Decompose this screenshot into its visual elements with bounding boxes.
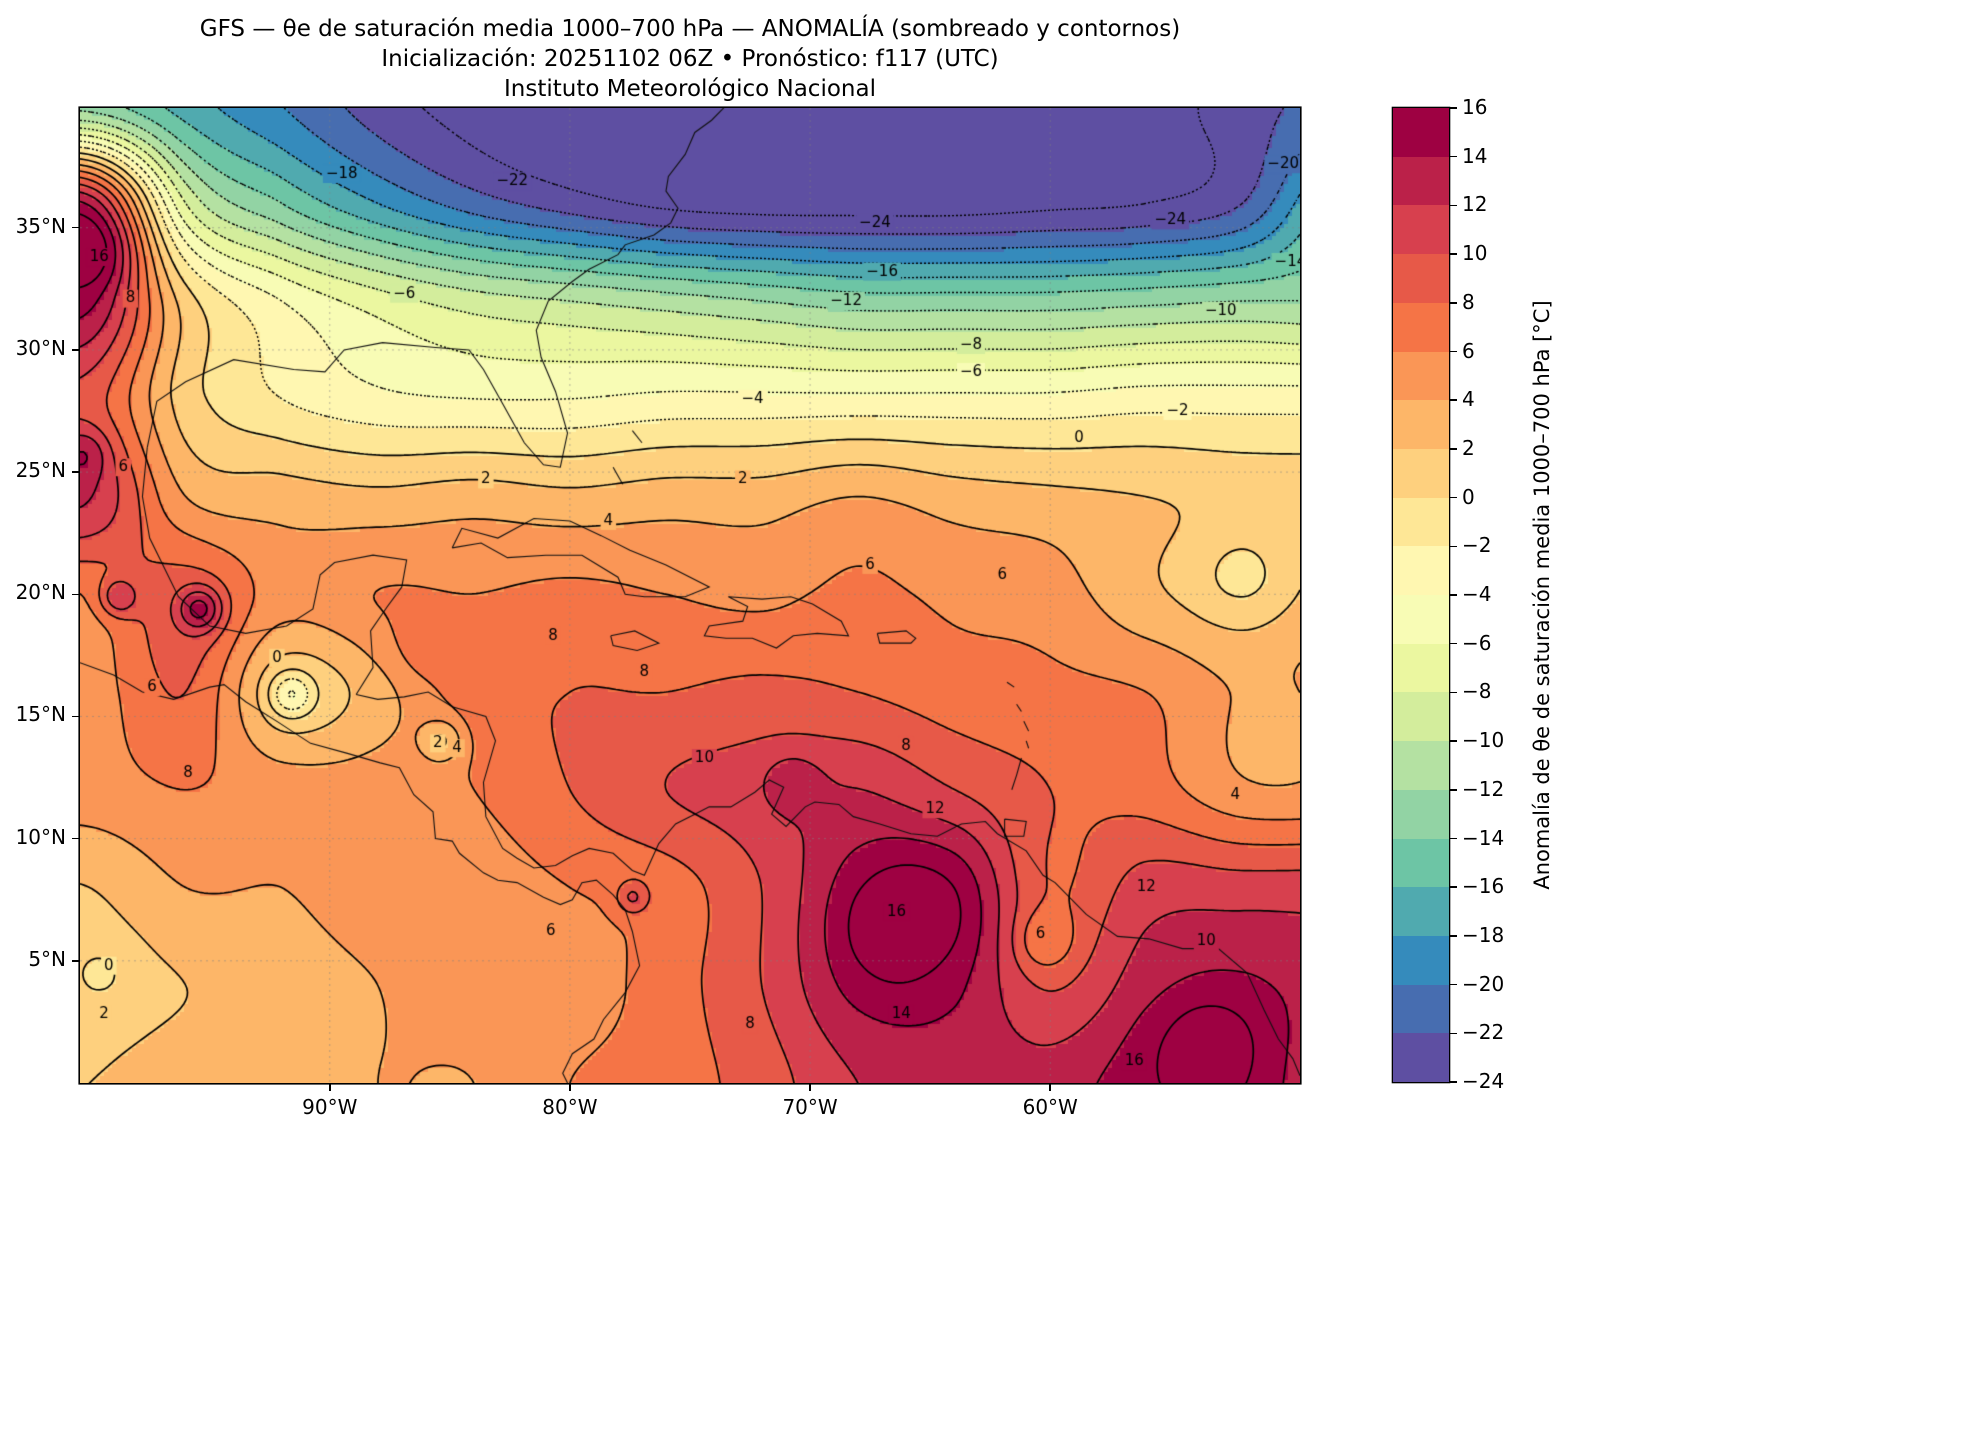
colorbar-band — [1393, 448, 1449, 498]
colorbar-band — [1393, 887, 1449, 936]
colorbar-tick-mark — [1450, 107, 1457, 109]
colorbar-tick-mark — [1450, 448, 1457, 450]
colorbar-tick-mark — [1450, 935, 1457, 937]
colorbar-band — [1393, 497, 1449, 547]
colorbar-band — [1393, 789, 1449, 839]
figure-subtitle: Inicialización: 20251102 06Z • Pronóstic… — [381, 46, 999, 72]
colorbar-band — [1393, 254, 1449, 303]
colorbar — [1393, 108, 1449, 1083]
colorbar-band — [1393, 400, 1449, 449]
colorbar-band — [1393, 595, 1449, 644]
lat-tick-mark — [72, 349, 79, 351]
colorbar-tick-mark — [1450, 983, 1457, 986]
colorbar-tick-label: −18 — [1462, 922, 1505, 947]
lat-tick-mark — [72, 960, 79, 962]
colorbar-tick-label: −6 — [1462, 630, 1492, 655]
lat-tick-label: 20°N — [15, 580, 66, 605]
colorbar-tick-label: −2 — [1462, 533, 1492, 558]
colorbar-tick-mark — [1450, 594, 1457, 596]
colorbar-tick-label: −24 — [1462, 1069, 1505, 1093]
anomaly-map-canvas — [80, 108, 1300, 1083]
colorbar-tick-label: 0 — [1462, 484, 1475, 509]
lat-tick-label: 35°N — [15, 213, 66, 238]
colorbar-tick-label: 14 — [1462, 143, 1488, 168]
figure-institution: Instituto Meteorológico Nacional — [504, 76, 876, 102]
colorbar-tick-mark — [1450, 496, 1457, 499]
colorbar-band — [1393, 643, 1449, 693]
colorbar-tick-label: −8 — [1462, 679, 1492, 704]
colorbar-tick-label: 10 — [1462, 241, 1488, 266]
colorbar-tick-mark — [1450, 837, 1457, 840]
colorbar-tick-label: −4 — [1462, 582, 1492, 606]
lon-tick-label: 60°W — [1022, 1095, 1078, 1119]
colorbar-tick-mark — [1450, 204, 1457, 207]
figure-title: GFS — θe de saturación media 1000–700 hP… — [199, 16, 1181, 42]
colorbar-band — [1393, 546, 1449, 596]
colorbar-tick-mark — [1450, 740, 1457, 742]
colorbar-band — [1393, 935, 1449, 985]
lon-tick-label: 80°W — [542, 1095, 598, 1119]
map-plot-area — [80, 108, 1300, 1083]
colorbar-tick-mark — [1450, 691, 1457, 694]
colorbar-tick-label: 2 — [1462, 435, 1475, 460]
lon-tick-mark — [1049, 1084, 1051, 1091]
colorbar-tick-mark — [1450, 1032, 1457, 1035]
lat-tick-label: 10°N — [15, 824, 66, 849]
colorbar-tick-label: −20 — [1462, 971, 1505, 996]
colorbar-band — [1393, 302, 1449, 352]
colorbar-axis-label: Anomalía de θe de saturación media 1000–… — [1530, 300, 1554, 890]
colorbar-band — [1393, 1033, 1449, 1083]
lon-tick-label: 70°W — [782, 1095, 838, 1119]
colorbar-tick-mark — [1450, 350, 1457, 353]
colorbar-band — [1393, 741, 1449, 790]
lat-tick-mark — [72, 837, 79, 840]
colorbar-tick-label: −14 — [1462, 825, 1505, 850]
lat-tick-mark — [72, 715, 79, 718]
colorbar-tick-label: 16 — [1462, 95, 1488, 119]
colorbar-tick-mark — [1450, 253, 1457, 255]
colorbar-tick-label: 8 — [1462, 289, 1475, 314]
colorbar-band — [1393, 205, 1449, 255]
colorbar-band — [1393, 108, 1449, 157]
colorbar-band — [1393, 692, 1449, 742]
lat-tick-mark — [72, 226, 79, 229]
colorbar-tick-mark — [1450, 789, 1457, 791]
colorbar-tick-mark — [1450, 545, 1457, 548]
colorbar-tick-label: 12 — [1462, 192, 1488, 217]
colorbar-tick-mark — [1450, 302, 1457, 304]
colorbar-tick-mark — [1450, 1081, 1457, 1083]
colorbar-tick-label: 6 — [1462, 338, 1475, 363]
lat-tick-label: 15°N — [15, 702, 66, 727]
colorbar-tick-label: −22 — [1462, 1020, 1505, 1045]
lon-tick-mark — [809, 1084, 811, 1091]
colorbar-band — [1393, 984, 1449, 1034]
colorbar-tick-mark — [1450, 155, 1457, 158]
colorbar-tick-label: −12 — [1462, 776, 1505, 801]
title-block: GFS — θe de saturación media 1000–700 hP… — [80, 14, 1300, 104]
lat-tick-label: 25°N — [15, 458, 66, 483]
lon-tick-label: 90°W — [302, 1095, 358, 1119]
colorbar-band — [1393, 351, 1449, 401]
colorbar-band — [1393, 156, 1449, 206]
lon-tick-mark — [329, 1084, 331, 1091]
lat-tick-mark — [72, 593, 79, 596]
colorbar-tick-label: −16 — [1462, 874, 1505, 899]
colorbar-tick-label: −10 — [1462, 728, 1505, 753]
colorbar-tick-mark — [1450, 886, 1457, 888]
colorbar-tick-mark — [1450, 642, 1457, 645]
lon-tick-mark — [569, 1084, 571, 1091]
lat-tick-label: 5°N — [28, 946, 66, 971]
lat-tick-mark — [72, 471, 79, 473]
colorbar-bands — [1393, 108, 1449, 1083]
colorbar-tick-mark — [1450, 399, 1457, 401]
colorbar-tick-label: 4 — [1462, 387, 1475, 412]
colorbar-band — [1393, 838, 1449, 888]
lat-tick-label: 30°N — [15, 335, 66, 360]
